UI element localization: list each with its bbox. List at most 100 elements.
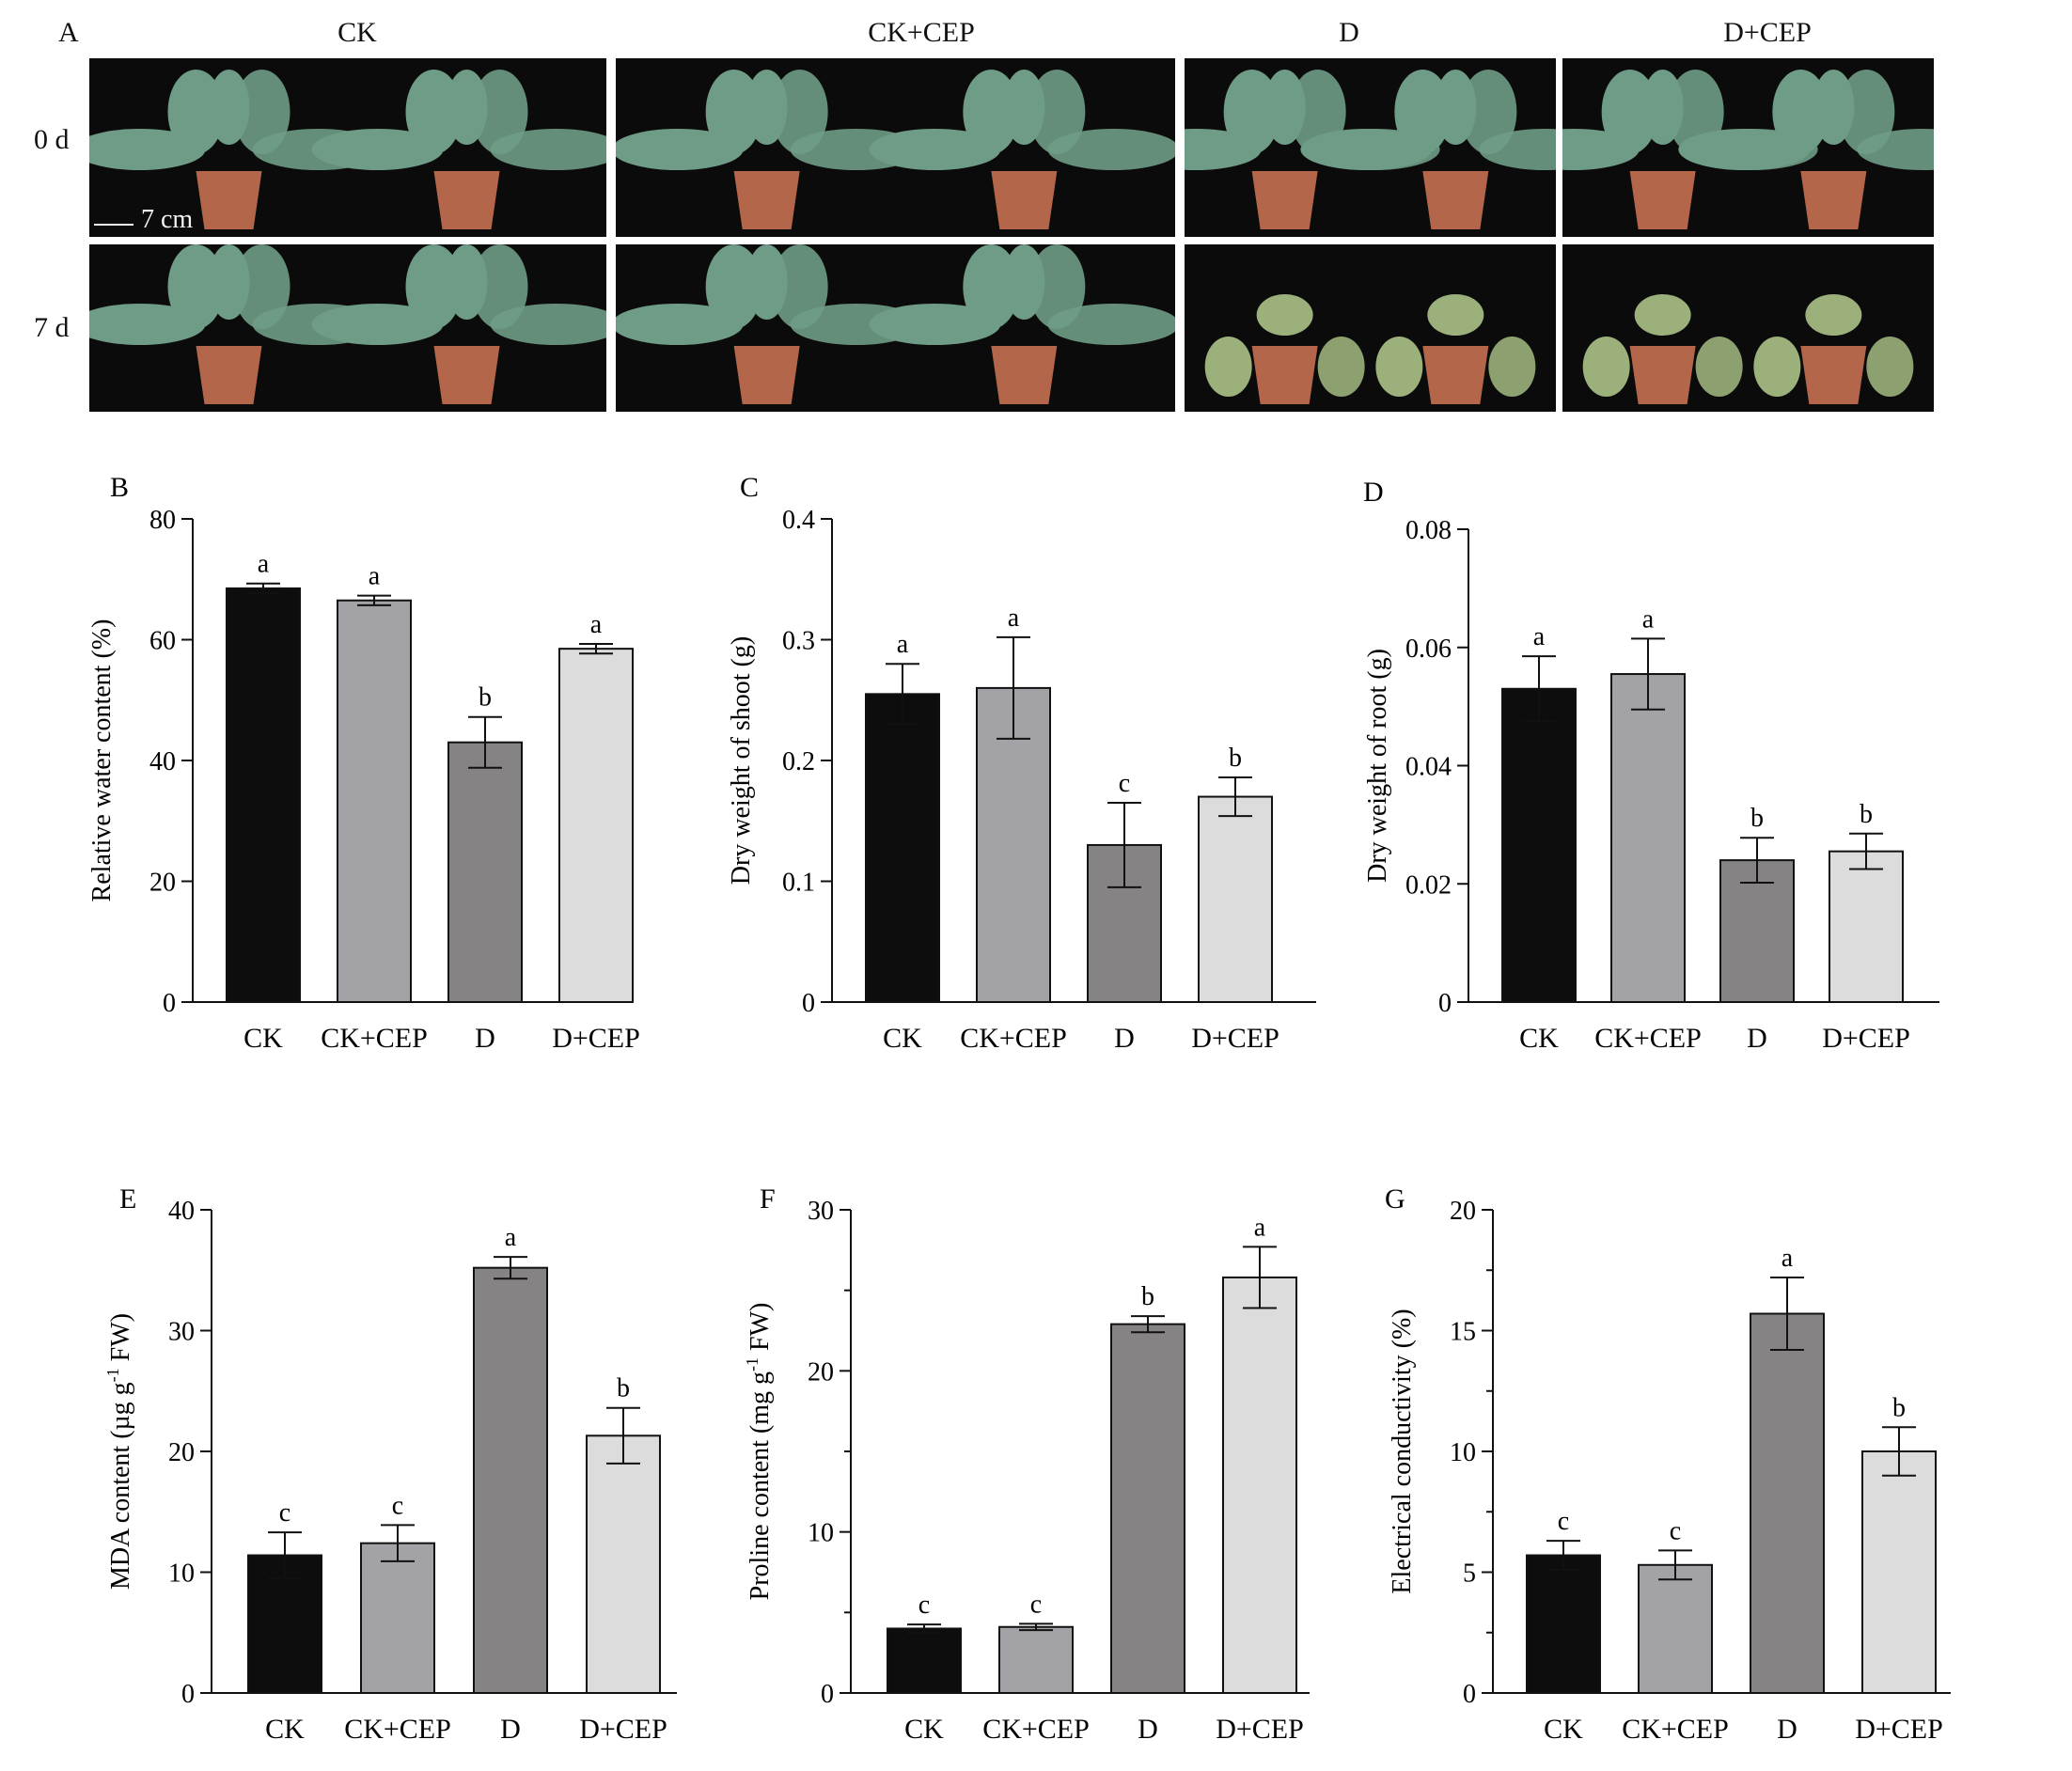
leaf bbox=[705, 244, 762, 329]
x-tick-label: D bbox=[1138, 1714, 1158, 1745]
significance-letter: b bbox=[479, 683, 492, 713]
significance-letter: b bbox=[617, 1374, 630, 1403]
significance-letter: a bbox=[897, 630, 909, 659]
leaf bbox=[771, 244, 828, 329]
plant-1 bbox=[869, 70, 1175, 229]
leaf bbox=[1634, 294, 1691, 336]
pot bbox=[991, 171, 1058, 229]
plant-photo-2-1 bbox=[1185, 244, 1556, 412]
bar-ck-cep bbox=[360, 1542, 435, 1695]
row-label-0d: 0 d bbox=[34, 124, 70, 155]
plant-photo-0-1 bbox=[89, 244, 606, 412]
x-tick-label: D+CEP bbox=[579, 1714, 667, 1745]
leaf bbox=[771, 70, 828, 154]
x-tick-label: CK bbox=[904, 1714, 944, 1745]
panel-letter: E bbox=[119, 1183, 136, 1215]
x-tick-label: D bbox=[1777, 1714, 1797, 1745]
significance-letter: c bbox=[279, 1498, 290, 1528]
leaf bbox=[1028, 244, 1086, 329]
panel-letter: G bbox=[1385, 1183, 1405, 1215]
leaf bbox=[1582, 337, 1630, 397]
significance-letter: c bbox=[392, 1491, 403, 1520]
y-tick-label: 0.1 bbox=[782, 869, 815, 898]
pot bbox=[1629, 171, 1696, 229]
y-tick-label: 0 bbox=[821, 1680, 834, 1709]
y-tick-label: 30 bbox=[808, 1197, 834, 1226]
chart-d: D 0 0.02 0.04 0.06 0.08 Dry weight of root (g)… bbox=[1363, 477, 1939, 1054]
scale-bar bbox=[94, 224, 133, 226]
leaf bbox=[167, 70, 225, 154]
panel-letter-a: A bbox=[58, 17, 79, 48]
y-axis-label: Dry weight of root (g) bbox=[1363, 649, 1392, 883]
significance-letter: a bbox=[369, 562, 381, 591]
group-title-d-cep: D+CEP bbox=[1723, 17, 1812, 48]
y-tick-label: 0 bbox=[181, 1680, 195, 1709]
y-tick-label: 5 bbox=[1463, 1559, 1476, 1589]
significance-letter: c bbox=[918, 1591, 930, 1620]
leaf bbox=[1753, 337, 1801, 397]
pot bbox=[1422, 346, 1489, 404]
y-axis-label: Dry weight of shoot (g) bbox=[727, 636, 756, 885]
chart-b: B 0 20 40 60 80 Relative water content (%) a CK a… bbox=[87, 472, 640, 1054]
leaf bbox=[1028, 70, 1086, 154]
y-tick-label: 0.2 bbox=[782, 747, 815, 776]
plant-photo-2-0 bbox=[1185, 58, 1556, 237]
significance-letter: c bbox=[1558, 1507, 1569, 1536]
significance-letter: a bbox=[505, 1223, 517, 1252]
y-tick-label: 0.3 bbox=[782, 627, 815, 656]
leaf bbox=[869, 304, 1001, 345]
plant-photo-0-0 bbox=[89, 58, 606, 237]
bar-ck-cep bbox=[998, 1625, 1074, 1694]
bar-ck-cep bbox=[1638, 1563, 1713, 1695]
significance-letter: b bbox=[1750, 804, 1764, 833]
leaf bbox=[1003, 70, 1045, 145]
bar-d-cep bbox=[1829, 850, 1904, 1004]
bar-d-cep bbox=[586, 1434, 661, 1695]
leaf bbox=[616, 129, 744, 170]
bar-d-cep bbox=[1861, 1450, 1937, 1694]
plant-photo-3-1 bbox=[1562, 244, 1934, 412]
x-tick-label: CK+CEP bbox=[1594, 1023, 1702, 1054]
x-tick-label: CK+CEP bbox=[1622, 1714, 1729, 1745]
leaf bbox=[446, 244, 488, 320]
x-tick-label: CK+CEP bbox=[960, 1023, 1067, 1054]
plant-0 bbox=[616, 244, 922, 404]
group-title-ck-cep: CK+CEP bbox=[868, 17, 975, 48]
pot bbox=[733, 346, 800, 404]
leaf bbox=[1047, 129, 1175, 170]
x-tick-label: CK bbox=[1519, 1023, 1559, 1054]
pot bbox=[991, 346, 1058, 404]
leaf bbox=[1805, 294, 1862, 336]
leaf bbox=[446, 70, 488, 145]
y-tick-label: 20 bbox=[1450, 1197, 1476, 1226]
significance-letter: a bbox=[1533, 622, 1546, 651]
leaf bbox=[1204, 337, 1252, 397]
leaf bbox=[1641, 70, 1684, 145]
plant-photo-1-1 bbox=[616, 244, 1175, 412]
leaf bbox=[746, 70, 788, 145]
leaf bbox=[746, 244, 788, 320]
plant-1 bbox=[869, 244, 1175, 404]
leaf bbox=[1047, 304, 1175, 345]
x-tick-label: D+CEP bbox=[1191, 1023, 1279, 1054]
y-tick-label: 0.04 bbox=[1405, 753, 1452, 782]
plant-1 bbox=[311, 244, 606, 404]
significance-letter: b bbox=[1860, 800, 1873, 829]
pot bbox=[1422, 171, 1489, 229]
leaf bbox=[1427, 294, 1484, 336]
bar-d bbox=[1719, 859, 1795, 1003]
y-tick-label: 0 bbox=[802, 989, 815, 1018]
y-tick-label: 0 bbox=[1463, 1680, 1476, 1709]
y-tick-label: 60 bbox=[149, 627, 176, 656]
pot bbox=[1629, 346, 1696, 404]
leaf bbox=[1300, 129, 1433, 170]
y-tick-label: 20 bbox=[168, 1438, 195, 1467]
y-tick-label: 20 bbox=[149, 869, 176, 898]
leaf bbox=[1394, 70, 1452, 154]
leaf bbox=[1256, 294, 1313, 336]
group-title-ck: CK bbox=[337, 17, 377, 48]
x-tick-label: D bbox=[1747, 1023, 1767, 1054]
plant-0 bbox=[1204, 294, 1365, 404]
y-tick-label: 15 bbox=[1450, 1318, 1476, 1347]
